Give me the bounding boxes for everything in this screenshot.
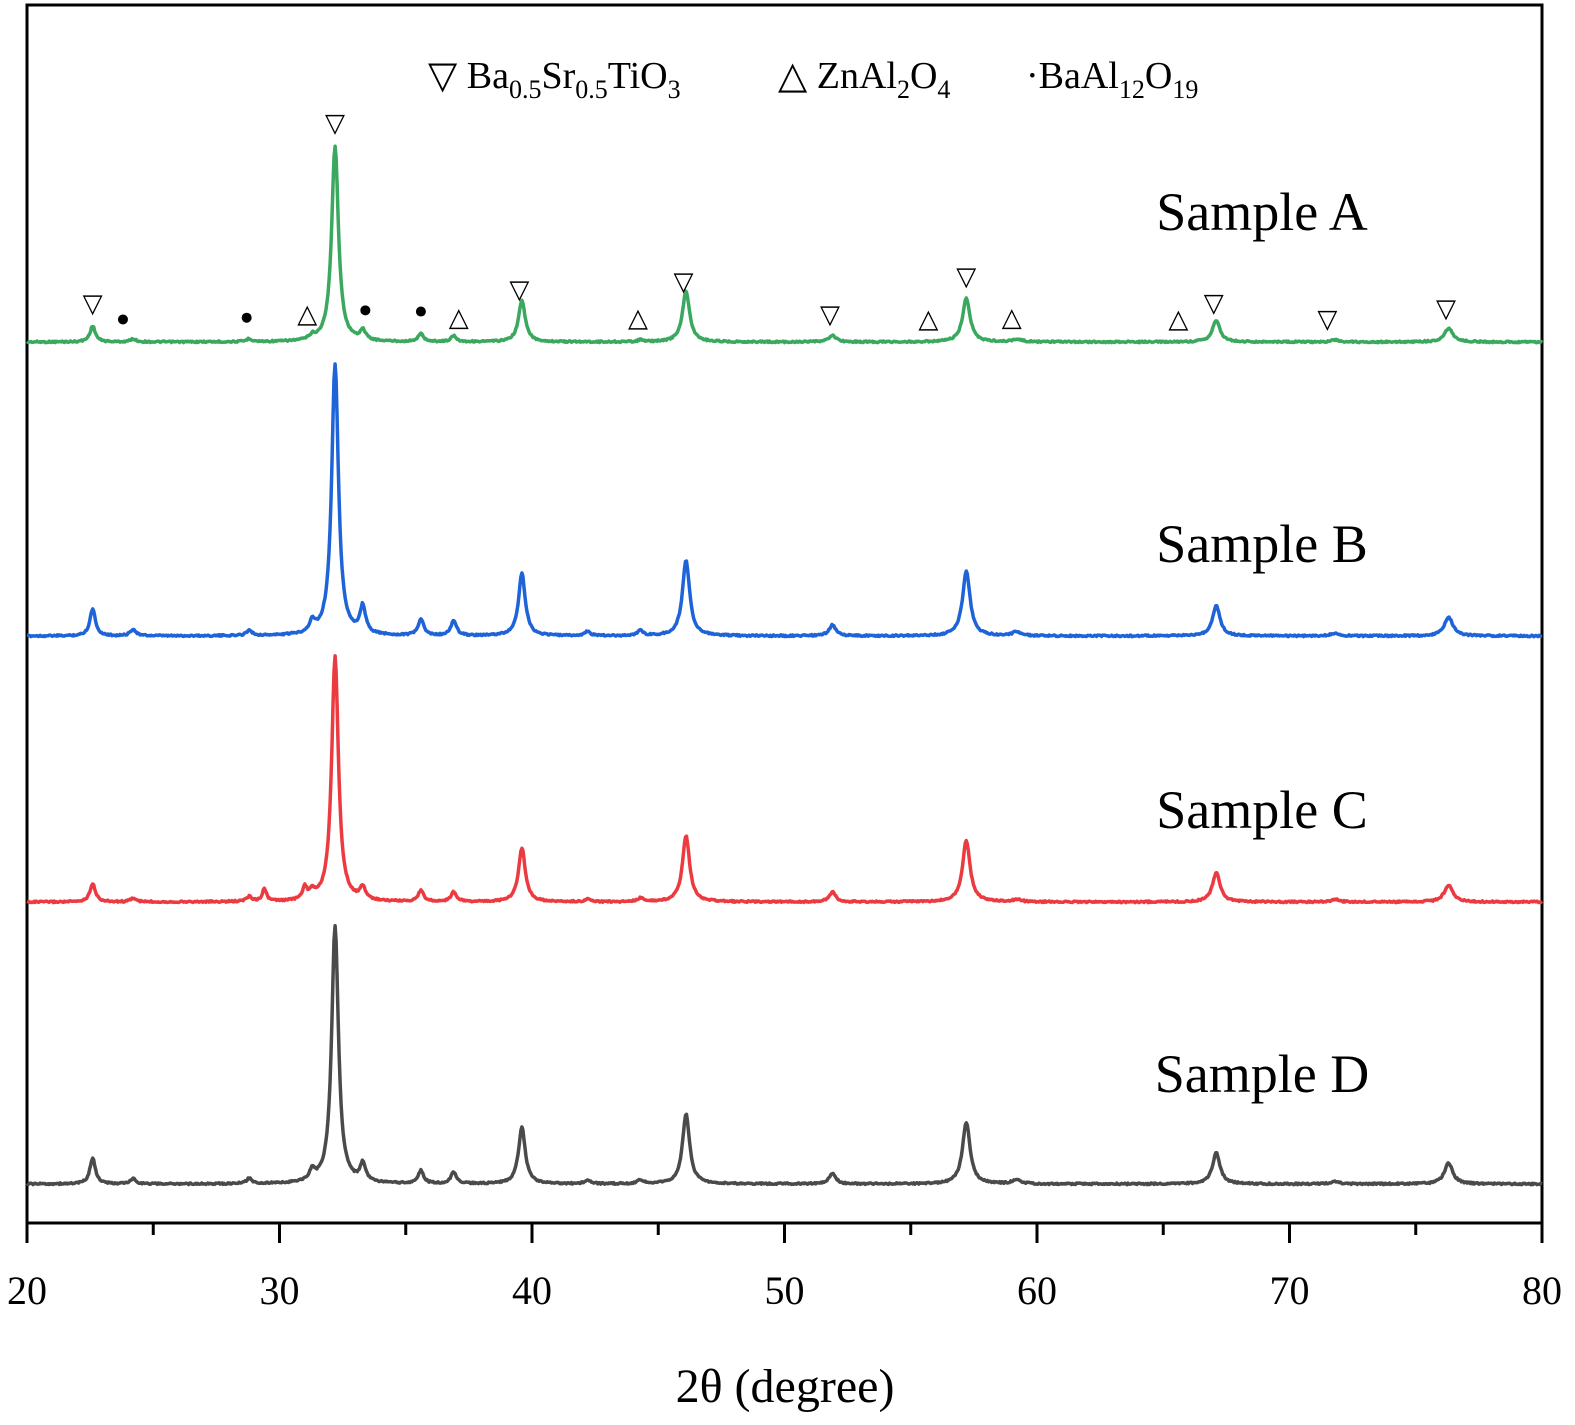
marker-down-triangle: ▽ (83, 289, 103, 318)
marker-up-triangle: △ (1168, 305, 1188, 334)
legend-text-part: 0.5 (575, 75, 608, 104)
x-tick-label: 70 (1270, 1268, 1310, 1313)
x-tick-label: 30 (260, 1268, 300, 1313)
legend-entry: △ ZnAl2O4 (778, 55, 950, 104)
legend-text-part: Ba (467, 55, 509, 97)
legend-symbol: △ (778, 55, 817, 97)
marker-dot (241, 312, 252, 323)
marker-down-triangle: ▽ (1317, 304, 1337, 333)
x-tick-label: 40 (512, 1268, 552, 1313)
x-tick-label: 80 (1522, 1268, 1562, 1313)
sample-labels-group: Sample A Sample B Sample C Sample D (1155, 182, 1369, 1104)
x-tick-label: 20 (7, 1268, 47, 1313)
trace-sample-b (26, 362, 1543, 639)
legend-text-part: 12 (1119, 75, 1145, 104)
marker-up-triangle: △ (297, 300, 317, 329)
trace-sample-c (26, 654, 1544, 905)
legend: ▽ Ba0.5Sr0.5TiO3 △ ZnAl2O4 ·BaAl12O19 (428, 55, 1198, 104)
marker-down-triangle: ▽ (509, 275, 529, 304)
legend-text-part: 4 (937, 75, 950, 104)
legend-text-part: 2 (897, 75, 910, 104)
marker-down-triangle: ▽ (956, 262, 976, 291)
legend-text-part: 0.5 (509, 75, 542, 104)
legend-text-part: BaAl (1039, 55, 1119, 97)
legend-symbol: · (1026, 55, 1039, 97)
marker-dot (415, 306, 426, 317)
sample-label-c: Sample C (1156, 780, 1368, 840)
sample-label-d: Sample D (1155, 1044, 1369, 1104)
sample-label-a: Sample A (1156, 182, 1368, 242)
legend-text-part: Sr (541, 55, 575, 97)
trace-sample-a (25, 144, 1544, 345)
phase-markers-group: ▽ △ ▽ △ ▽ △ ▽ ▽ △ ▽ △ △ ▽ ▽ ▽ (83, 109, 1456, 334)
legend-entry: ▽ Ba0.5Sr0.5TiO3 (428, 55, 681, 104)
marker-down-triangle: ▽ (1436, 294, 1456, 323)
marker-dot (360, 305, 371, 316)
trace-sample-d (25, 924, 1543, 1187)
legend-text-part: O (910, 55, 937, 97)
marker-down-triangle: ▽ (674, 267, 694, 296)
marker-up-triangle: △ (1002, 303, 1022, 332)
marker-up-triangle: △ (918, 304, 938, 333)
marker-down-triangle: ▽ (820, 300, 840, 329)
legend-text-part: 19 (1172, 75, 1198, 104)
traces-group (25, 144, 1544, 1187)
legend-text-part: O (1145, 55, 1172, 97)
marker-up-triangle: △ (628, 303, 648, 332)
sample-label-b: Sample B (1156, 514, 1368, 574)
x-tick-label: 60 (1017, 1268, 1057, 1313)
legend-entry: ·BaAl12O19 (1026, 55, 1198, 104)
legend-symbol: ▽ (428, 55, 467, 97)
legend-text-part: ZnAl (817, 55, 897, 97)
x-axis-ticks: 20 30 40 50 60 70 80 (7, 1223, 1562, 1313)
marker-up-triangle: △ (449, 303, 469, 332)
legend-text-part: 3 (668, 75, 681, 104)
marker-dot (117, 314, 128, 325)
x-tick-label: 50 (765, 1268, 805, 1313)
marker-down-triangle: ▽ (325, 109, 345, 138)
x-axis-title: 2θ (degree) (676, 1360, 895, 1413)
marker-down-triangle: ▽ (1204, 288, 1224, 317)
legend-text-part: TiO (608, 55, 668, 97)
